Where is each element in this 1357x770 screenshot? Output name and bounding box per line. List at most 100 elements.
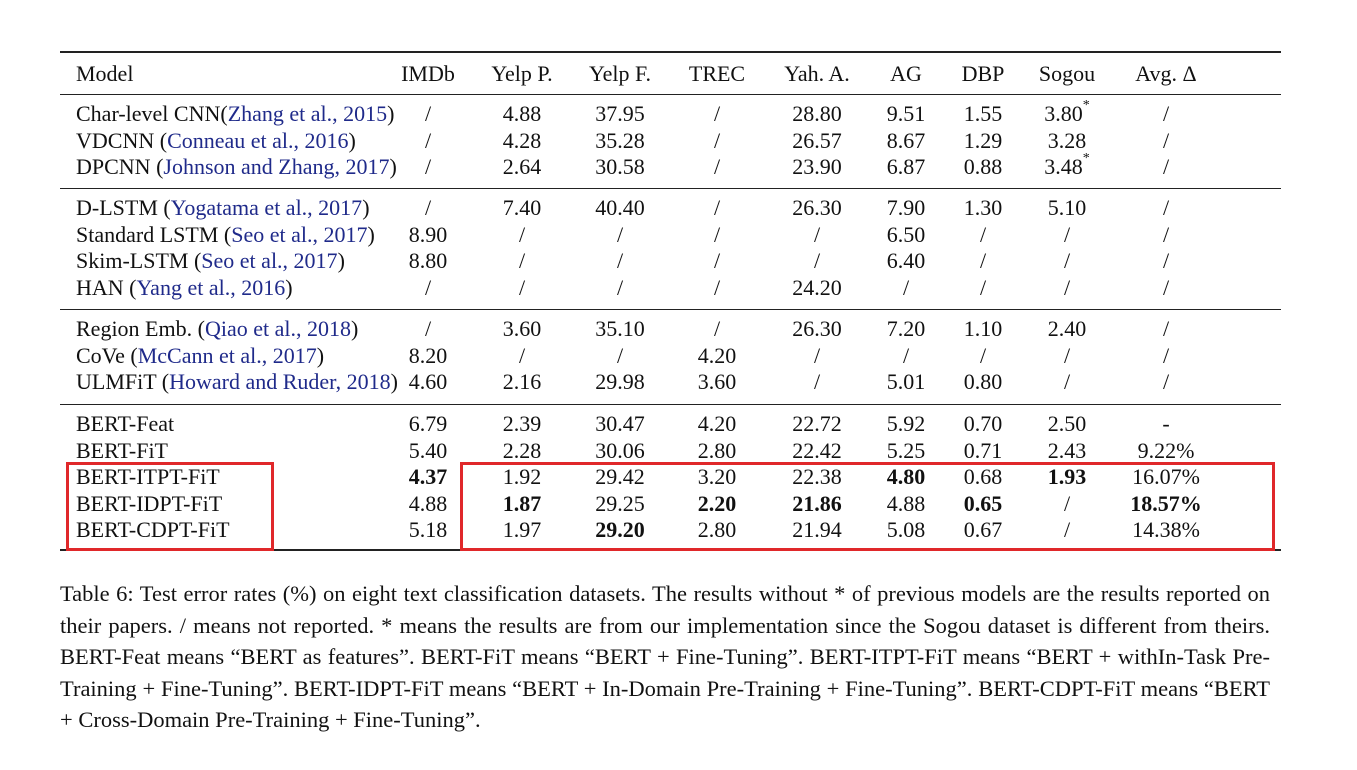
citation-link[interactable]: Zhang et al., 2015 — [227, 101, 388, 126]
table-cell: / — [713, 101, 721, 126]
table-cell: / — [979, 342, 987, 368]
table-cell: / — [713, 248, 721, 273]
table-cell: 18.57% — [1130, 490, 1202, 516]
table-cell: / — [616, 248, 624, 273]
table-cell: / — [713, 195, 721, 220]
group-separator-rule — [60, 94, 1281, 95]
table-cell: 22.72 — [792, 411, 842, 436]
table-cell: / — [1063, 490, 1071, 516]
table-cell: 22.42 — [792, 437, 842, 463]
table-cell: 2.39 — [502, 411, 542, 436]
table-cell: / — [1162, 221, 1170, 247]
table-cell: / — [902, 274, 910, 300]
citation-link[interactable]: McCann et al., 2017 — [137, 342, 317, 368]
table-cell: 8.90 — [408, 221, 448, 247]
table-cell: / — [424, 154, 432, 179]
table-row: BERT-IDPT-FiT 4.88 1.87 29.25 2.20 21.86 4.88 0… — [60, 491, 1281, 517]
model-name: HAN (Yang et al., 2016) — [76, 274, 293, 300]
model-name: BERT-Feat — [76, 411, 175, 436]
table-cell: 8.67 — [886, 127, 926, 153]
citation-link[interactable]: Seo et al., 2017 — [201, 248, 338, 273]
model-name: D-LSTM (Yogatama et al., 2017) — [76, 195, 370, 220]
table-cell: / — [813, 221, 821, 247]
table-row: HAN (Yang et al., 2016) / / / / 24.20 / / / / — [60, 275, 1281, 301]
table-cell: / — [424, 127, 432, 153]
table-cell: 1.55 — [963, 101, 1003, 126]
citation-link[interactable]: Johnson and Zhang, 2017 — [163, 154, 390, 179]
citation-link[interactable]: Howard and Ruder, 2018 — [169, 369, 391, 394]
citation-link[interactable]: Seo et al., 2017 — [231, 221, 368, 247]
table-cell: 21.86 — [792, 490, 842, 516]
table-cell: 22.38 — [792, 464, 842, 489]
table-cell: 24.20 — [792, 274, 842, 300]
column-header: Avg. Δ — [1135, 61, 1197, 86]
column-header: IMDb — [401, 61, 455, 86]
table-cell: 2.80 — [697, 437, 737, 463]
model-name: DPCNN (Johnson and Zhang, 2017) — [76, 154, 397, 179]
table-cell: 35.10 — [595, 316, 645, 341]
model-name: Skim-LSTM (Seo et al., 2017) — [76, 248, 345, 273]
column-header: AG — [890, 61, 922, 86]
table-cell: / — [616, 342, 624, 368]
table-cell: 2.16 — [502, 369, 542, 394]
table-cell: 1.30 — [963, 195, 1003, 220]
highlight-box-results — [460, 462, 1275, 551]
table-cell: / — [1162, 195, 1170, 220]
table-cell: / — [1162, 369, 1170, 394]
model-name: Standard LSTM (Seo et al., 2017) — [76, 221, 375, 247]
table-caption: Table 6: Test error rates (%) on eight t… — [60, 578, 1270, 736]
table-cell: 1.93 — [1047, 464, 1087, 489]
table-cell: 8.80 — [408, 248, 448, 273]
table-cell: / — [1063, 221, 1071, 247]
table-cell: 3.60 — [502, 316, 542, 341]
table-cell: / — [616, 221, 624, 247]
table-cell: / — [1162, 274, 1170, 300]
highlight-box-model-names — [66, 462, 274, 551]
group-separator-rule — [60, 188, 1281, 189]
table-cell: 2.80 — [697, 517, 737, 542]
table-cell: 4.88 — [886, 490, 926, 516]
table-cell: 5.25 — [886, 437, 926, 463]
table-cell: / — [813, 248, 821, 273]
table-cell: / — [1162, 154, 1170, 179]
table-cell: 2.43 — [1047, 437, 1087, 463]
model-name: BERT-FiT — [76, 437, 168, 463]
table-cell: 5.92 — [886, 411, 926, 436]
table-cell: 1.97 — [502, 517, 542, 542]
model-name: Region Emb. (Qiao et al., 2018) — [76, 316, 359, 341]
table-cell: 3.80* — [1044, 97, 1090, 126]
table-cell: 21.94 — [792, 517, 842, 542]
table-cell: / — [518, 274, 526, 300]
table-cell: / — [713, 316, 721, 341]
table-row: Standard LSTM (Seo et al., 2017) 8.90 / / / /… — [60, 222, 1281, 248]
table-cell: 30.06 — [595, 437, 645, 463]
citation-link[interactable]: Qiao et al., 2018 — [204, 316, 351, 341]
table-cell: / — [713, 127, 721, 153]
table-cell: 0.68 — [963, 464, 1003, 489]
table-cell: / — [1063, 517, 1071, 542]
citation-link[interactable]: Yogatama et al., 2017 — [170, 195, 363, 220]
table-cell: 4.20 — [697, 342, 737, 368]
table-cell: 0.67 — [963, 517, 1003, 542]
table-cell: 4.80 — [886, 464, 926, 489]
table-cell: 7.90 — [886, 195, 926, 220]
table-header-row: Model IMDb Yelp P. Yelp F. TREC Yah. A. AG DBP S… — [60, 61, 1281, 87]
table-cell: 6.50 — [886, 221, 926, 247]
table-cell: 26.30 — [792, 195, 842, 220]
table-row: DPCNN (Johnson and Zhang, 2017) / 2.64 30.5… — [60, 151, 1281, 180]
citation-link[interactable]: Conneau et al., 2016 — [167, 127, 349, 153]
model-name: CoVe (McCann et al., 2017) — [76, 342, 325, 368]
table-cell: / — [1063, 342, 1071, 368]
column-header: Yelp P. — [491, 61, 553, 86]
table-row: Region Emb. (Qiao et al., 2018) / 3.60 35.1… — [60, 316, 1281, 342]
column-header: Sogou — [1038, 61, 1096, 86]
caption-text: Table 6: Test error rates (%) on eight t… — [60, 581, 1270, 732]
model-name: BERT-ITPT-FiT — [76, 464, 220, 489]
table-cell: / — [616, 274, 624, 300]
group-separator-rule — [60, 309, 1281, 310]
table-cell: 35.28 — [595, 127, 645, 153]
citation-link[interactable]: Yang et al., 2016 — [136, 274, 286, 300]
table-cell: 0.65 — [963, 490, 1003, 516]
table-top-rule — [60, 51, 1281, 53]
table-cell: 2.50 — [1047, 411, 1087, 436]
